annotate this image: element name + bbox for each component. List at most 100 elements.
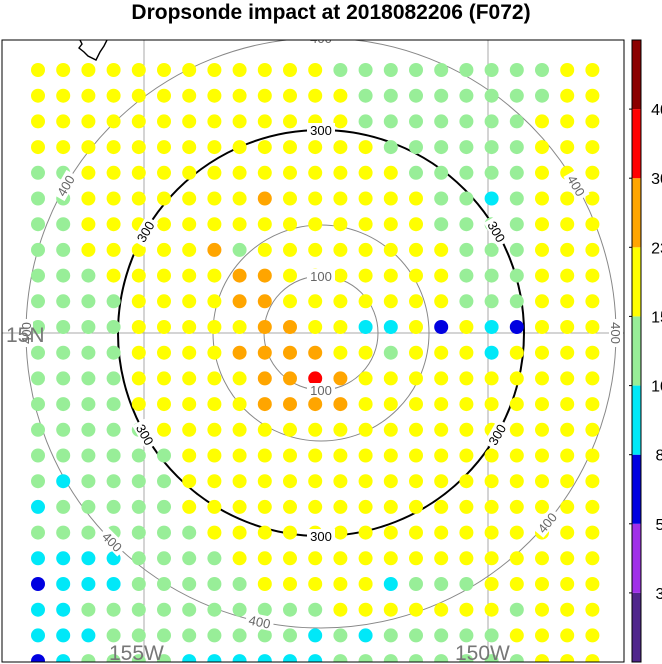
impact-dot xyxy=(509,320,524,334)
impact-dot xyxy=(157,602,171,617)
impact-dot xyxy=(484,88,499,103)
impact-dot xyxy=(459,114,474,129)
impact-dot xyxy=(131,191,146,206)
impact-dot xyxy=(257,577,272,591)
impact-dot xyxy=(535,320,549,334)
impact-dot xyxy=(207,345,222,360)
impact-dot xyxy=(585,577,600,591)
ring-label-group: 100 xyxy=(307,269,335,284)
impact-dot xyxy=(283,551,297,566)
impact-dot xyxy=(131,88,146,103)
impact-dot xyxy=(535,551,549,566)
impact-dot xyxy=(257,654,272,662)
impact-dot xyxy=(182,474,197,489)
impact-dot xyxy=(81,294,96,309)
impact-dot xyxy=(535,217,549,232)
impact-dot xyxy=(131,165,146,180)
impact-dot xyxy=(31,88,45,103)
impact-dot xyxy=(535,242,549,257)
impact-dot xyxy=(106,628,121,643)
impact-dot xyxy=(383,371,398,386)
impact-dot xyxy=(207,654,222,662)
impact-dot xyxy=(131,577,146,591)
impact-dot xyxy=(585,140,600,155)
impact-dot xyxy=(409,345,423,360)
impact-dot xyxy=(31,191,45,206)
impact-dot xyxy=(283,525,297,540)
impact-dot xyxy=(157,217,171,232)
impact-dot xyxy=(434,525,449,540)
impact-dot xyxy=(131,448,146,463)
impact-dot xyxy=(131,474,146,489)
impact-dot xyxy=(207,628,222,643)
impact-dot xyxy=(333,654,348,662)
impact-dot xyxy=(434,371,449,386)
impact-dot xyxy=(106,88,121,103)
impact-dot xyxy=(560,602,575,617)
impact-dot xyxy=(333,474,348,489)
impact-dot xyxy=(106,448,121,463)
impact-dot xyxy=(81,397,96,412)
impact-dot xyxy=(182,294,197,309)
impact-dot xyxy=(106,242,121,257)
impact-dot xyxy=(207,268,222,283)
impact-dot xyxy=(182,448,197,463)
impact-dot xyxy=(585,242,600,257)
impact-dot xyxy=(81,577,96,591)
ring-label-backdrop xyxy=(307,40,335,45)
impact-dot xyxy=(308,654,323,662)
impact-dot xyxy=(283,371,297,386)
colorbar-tick-label: 10 xyxy=(651,379,662,396)
lon-label-155w: 155W xyxy=(109,642,164,664)
impact-dot xyxy=(157,345,171,360)
impact-dot xyxy=(560,63,575,77)
colorbar-segment xyxy=(632,592,641,662)
impact-dot xyxy=(157,191,171,206)
impact-dot xyxy=(283,499,297,514)
impact-dot xyxy=(81,628,96,643)
impact-dot xyxy=(560,320,575,334)
impact-dot xyxy=(157,63,171,77)
impact-dot xyxy=(560,448,575,463)
impact-dot xyxy=(257,397,272,412)
impact-dot xyxy=(560,242,575,257)
impact-dot xyxy=(31,422,45,437)
ring-label-backdrop xyxy=(563,169,590,202)
impact-dot xyxy=(409,140,423,155)
impact-dot xyxy=(182,654,197,662)
impact-dot xyxy=(182,345,197,360)
impact-dot xyxy=(333,217,348,232)
impact-dot xyxy=(182,397,197,412)
impact-dot xyxy=(560,268,575,283)
colorbar-tick-label: 3 xyxy=(656,586,662,603)
colorbar-segment xyxy=(632,178,641,248)
impact-dot xyxy=(182,165,197,180)
impact-dot xyxy=(509,371,524,386)
impact-dot xyxy=(585,114,600,129)
impact-dot xyxy=(434,551,449,566)
impact-dot xyxy=(81,140,96,155)
impact-dot xyxy=(333,63,348,77)
impact-dot xyxy=(434,114,449,129)
impact-dot xyxy=(383,577,398,591)
impact-dot xyxy=(484,320,499,334)
impact-dot xyxy=(560,217,575,232)
impact-dot xyxy=(358,165,373,180)
impact-dot xyxy=(434,448,449,463)
impact-dot xyxy=(232,294,247,309)
impact-dot xyxy=(535,345,549,360)
impact-dot xyxy=(358,217,373,232)
impact-dot xyxy=(560,551,575,566)
impact-dot xyxy=(308,165,323,180)
impact-dot xyxy=(232,397,247,412)
impact-dot xyxy=(308,577,323,591)
impact-dot xyxy=(459,217,474,232)
impact-dot xyxy=(585,165,600,180)
impact-dot xyxy=(459,654,474,662)
impact-dot xyxy=(131,320,146,334)
impact-dot xyxy=(333,499,348,514)
impact-dot xyxy=(31,140,45,155)
impact-dot xyxy=(106,422,121,437)
impact-dot xyxy=(106,268,121,283)
impact-dot xyxy=(257,422,272,437)
